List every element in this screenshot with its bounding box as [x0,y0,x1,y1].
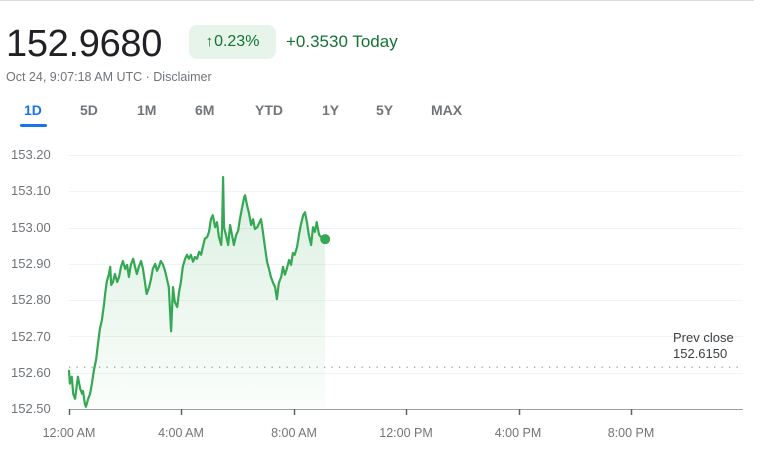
top-divider [0,0,754,1]
y-tick-label: 153.00 [11,220,51,235]
tab-1d[interactable]: 1D [24,102,42,118]
x-tick-label: 8:00 AM [271,426,317,440]
y-tick-label: 152.50 [11,401,51,416]
x-tick-label: 12:00 PM [379,426,433,440]
change-percent: 0.23% [214,33,260,50]
arrow-up-icon: ↑ [205,33,214,50]
change-absolute: +0.3530 Today [286,32,398,51]
tab-5d[interactable]: 5D [80,102,98,118]
timestamp-line: Oct 24, 9:07:18 AM UTC · Disclaimer [6,69,212,85]
y-tick-label: 152.80 [11,292,51,307]
disclaimer-link[interactable]: Disclaimer [153,70,212,84]
y-tick-label: 153.10 [11,183,51,198]
tab-max[interactable]: MAX [431,102,463,118]
x-axis-ticks [68,409,633,415]
prev-close-annotation: Prev close 152.6150 [673,330,734,362]
y-tick-label: 152.60 [11,365,51,380]
tab-ytd[interactable]: YTD [255,102,283,118]
current-price: 152.9680 [6,23,163,65]
tab-1m[interactable]: 1M [137,102,157,118]
y-tick-label: 152.70 [11,329,51,344]
y-tick-label: 153.20 [11,147,51,162]
price-line [67,176,327,408]
tab-5y[interactable]: 5Y [376,102,394,118]
separator: · [142,70,154,84]
x-tick-label: 8:00 PM [607,426,655,440]
prev-close-value: 152.6150 [673,346,728,361]
x-tick-label: 4:00 PM [494,426,542,440]
tab-6m[interactable]: 6M [195,102,215,118]
current-price-dot [320,234,331,245]
x-tick-label: 4:00 AM [158,426,204,440]
prev-close-label: Prev close [673,330,734,345]
y-tick-label: 152.90 [11,256,51,271]
timestamp: Oct 24, 9:07:18 AM UTC [6,70,143,84]
change-percent-badge: ↑0.23% [189,25,276,59]
active-tab-underline [20,124,47,127]
tab-1y[interactable]: 1Y [322,102,340,118]
x-tick-label: 12:00 AM [42,426,96,440]
price-area-fill [69,177,326,409]
